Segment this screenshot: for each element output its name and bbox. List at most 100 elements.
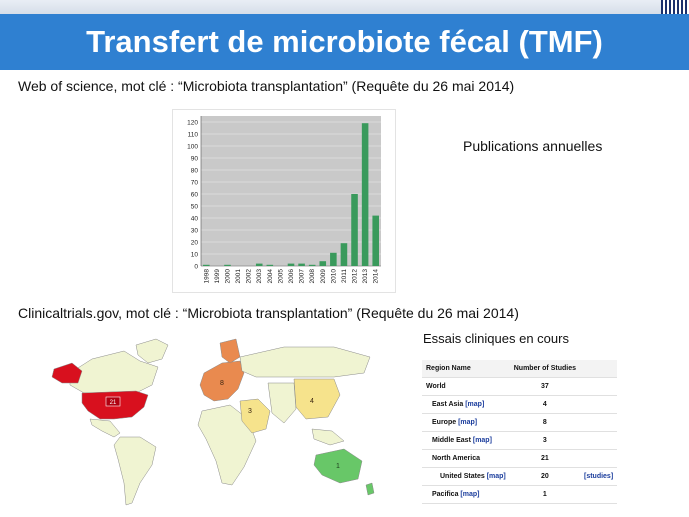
map-marker-east-asia: 4 [310,398,314,405]
x-tick-label: 2007 [299,269,306,284]
region-label: Europe [432,419,457,426]
australia-shape [313,448,363,484]
study-count: 21 [509,449,580,468]
svg-text:1: 1 [336,463,340,470]
map-link[interactable]: [map] [486,473,506,480]
map-marker-europe: 8 [220,380,224,387]
table-row: World 37 [422,377,618,396]
svg-text:8: 8 [220,380,224,387]
x-tick-label: 2013 [362,269,369,284]
y-tick-label: 70 [191,180,199,187]
bar [361,123,369,266]
region-label: Pacifica [432,491,459,498]
publications-chart: 0 10 20 30 40 50 60 70 80 90 100 110 120 1998 1999 2000… [172,109,396,293]
bar-chart-svg: 0 10 20 30 40 50 60 70 80 90 100 110 120 1998 1999 2000… [187,116,381,284]
bar [224,264,231,266]
title-bar: Transfert de microbiote fécal (TMF) [0,14,689,70]
world-map: 21 8 3 4 1 [44,333,379,511]
mexico-shape [89,418,121,438]
map-marker-pacifica: 1 [336,463,340,470]
y-tick-label: 0 [194,264,198,271]
links-cell [579,449,618,468]
region-name: Middle East [map] [422,431,510,450]
header-region-name: Region Name [422,360,510,378]
scandinavia-shape [219,338,241,364]
study-count: 20 [509,467,580,486]
region-name: Pacifica [map] [422,485,510,504]
se-asia-shape [311,428,345,446]
bar [287,263,295,266]
south-asia-shape [267,382,297,424]
new-zealand-shape [365,482,375,496]
table-row: United States [map] 20 [studies] [422,467,618,486]
studies-table: Region Name Number of Studies World 37 E… [422,360,618,504]
region-label: Middle East [432,437,471,444]
study-count: 37 [509,377,580,396]
x-tick-label: 2012 [352,269,359,284]
bar [266,264,274,266]
svg-text:21: 21 [110,400,117,406]
study-count: 8 [509,413,580,432]
x-tick-label: 2006 [288,269,295,284]
studies-link[interactable]: [studies] [583,473,614,480]
x-tick-label: 2005 [277,269,284,284]
table-row: Middle East [map] 3 [422,431,618,450]
svg-text:4: 4 [310,398,314,405]
y-tick-label: 100 [187,144,198,151]
x-tick-label: 2001 [235,269,242,284]
y-tick-label: 80 [191,168,199,175]
table-row: Europe [map] 8 [422,413,618,432]
region-name: World [422,377,510,396]
map-link[interactable]: [map] [472,437,492,444]
y-tick-label: 50 [191,204,199,211]
x-tick-label: 2003 [256,269,263,284]
region-label: East Asia [432,401,464,408]
world-map-svg: 21 8 3 4 1 [44,333,379,511]
russia-shape [239,346,371,378]
x-tick-label: 2010 [330,269,337,284]
header-number-of-studies: Number of Studies [509,360,580,378]
east-asia-shape [293,378,341,420]
essais-label: Essais cliniques en cours [423,331,569,346]
x-tick-label: 2009 [320,269,327,284]
links-cell [579,377,618,396]
map-link[interactable]: [map] [458,419,478,426]
bar [319,261,327,266]
y-tick-label: 120 [187,120,198,127]
table-row: Pacifica [map] 1 [422,485,618,504]
x-tick-label: 2002 [246,269,253,284]
y-tick-label: 10 [191,252,199,259]
bar [298,263,305,266]
study-count: 4 [509,395,580,414]
svg-text:3: 3 [248,408,252,415]
x-tick-label: 2004 [267,269,274,284]
x-tick-label: 2014 [373,269,380,284]
region-label: United States [440,473,485,480]
plot-area [201,116,381,266]
bar [340,243,348,266]
table-header-row: Region Name Number of Studies [422,360,618,378]
table-row: North America 21 [422,449,618,468]
bar [203,264,210,266]
y-tick-label: 60 [191,192,199,199]
publications-label: Publications annuelles [463,138,603,154]
study-count: 3 [509,431,580,450]
x-tick-label: 1998 [203,269,210,284]
table-row: East Asia [map] 4 [422,395,618,414]
header-links [579,360,618,378]
region-label: North America [432,455,480,462]
y-tick-label: 40 [191,216,199,223]
bar [351,194,358,266]
links-cell [579,431,618,450]
region-label: World [426,383,446,390]
x-tick-label: 2000 [224,269,231,284]
map-marker-north-america: 21 [105,396,121,407]
south-america-shape [113,436,157,506]
slide-title: Transfert de microbiote fécal (TMF) [86,24,603,59]
y-tick-label: 30 [191,228,199,235]
map-link[interactable]: [map] [460,491,480,498]
wos-query-line: Web of science, mot clé : “Microbiota tr… [18,78,515,94]
map-marker-middle-east: 3 [248,408,252,415]
region-name: United States [map] [422,467,510,486]
map-link[interactable]: [map] [465,401,485,408]
